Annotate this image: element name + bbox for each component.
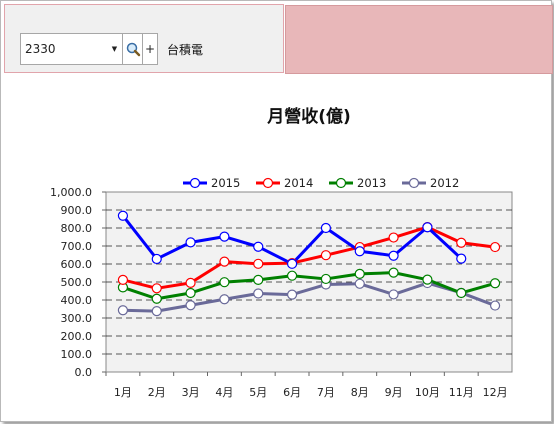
data-point-2012 — [354, 278, 365, 289]
chevron-down-icon[interactable]: ▼ — [107, 33, 123, 65]
data-point-2013 — [422, 274, 433, 285]
data-point-2014 — [489, 241, 501, 253]
data-point-2014 — [151, 283, 162, 294]
chart-title: 月營收(億) — [266, 106, 351, 127]
data-point-2013 — [489, 278, 501, 289]
data-point-2015 — [456, 253, 467, 264]
x-tick-label: 3月 — [182, 386, 200, 399]
data-point-2013 — [320, 273, 332, 285]
series-line-2013 — [122, 271, 496, 301]
data-point-2014 — [253, 258, 264, 269]
y-tick-label: 800.0 — [61, 222, 93, 235]
x-tick-label: 12月 — [483, 386, 508, 399]
legend-swatch-marker — [262, 177, 274, 189]
header-panel — [285, 5, 553, 74]
data-point-2013 — [185, 287, 196, 299]
data-point-2012 — [489, 300, 501, 311]
y-tick-label: 0.0 — [75, 366, 93, 379]
y-axis: 0.0 100.0 200.0 300.0 400.0 500.0 600.0 700.0 80… — [50, 186, 106, 379]
data-point-2012 — [286, 289, 298, 300]
data-point-2015 — [219, 231, 230, 242]
legend-swatch-marker — [189, 177, 201, 189]
x-tick-label: 8月 — [351, 386, 369, 399]
legend-label: 2013 — [357, 176, 386, 190]
x-tick-label: 11月 — [449, 386, 474, 399]
stock-toolbar: 2330 ▼ + 台積電 — [4, 4, 284, 73]
series-line-2012 — [122, 281, 496, 313]
x-tick-label: 6月 — [283, 386, 301, 399]
y-tick-label: 1,000.0 — [50, 186, 92, 199]
legend-swatch-marker — [408, 177, 420, 189]
data-point-2015 — [422, 222, 433, 233]
data-point-2012 — [117, 305, 129, 316]
y-tick-label: 400.0 — [61, 294, 93, 307]
y-tick-label: 300.0 — [61, 312, 93, 325]
data-point-2012 — [388, 289, 399, 300]
legend-label: 2012 — [430, 176, 459, 190]
data-point-2015 — [354, 246, 365, 257]
data-point-2013 — [354, 268, 365, 279]
data-point-2015 — [253, 241, 264, 252]
data-point-2012 — [253, 288, 264, 299]
data-point-2013 — [456, 287, 467, 299]
x-tick-label: 7月 — [317, 386, 335, 399]
y-tick-label: 100.0 — [61, 348, 93, 361]
data-point-2015 — [117, 210, 129, 221]
y-tick-label: 700.0 — [61, 240, 93, 253]
x-tick-label: 2月 — [148, 386, 166, 399]
series-line-2014 — [122, 225, 496, 290]
y-tick-label: 500.0 — [61, 276, 93, 289]
data-point-2015 — [320, 222, 332, 234]
data-point-2015 — [151, 253, 162, 265]
stock-name-label: 台積電 — [167, 43, 204, 57]
legend-label: 2014 — [284, 176, 313, 190]
x-axis: 1月 2月 3月 4月 5月 6月 7月 8月 9月 10月 11月 12月 — [105, 372, 508, 399]
x-tick-label: 10月 — [415, 386, 440, 399]
data-point-2013 — [388, 267, 399, 278]
data-point-2013 — [253, 274, 264, 285]
data-point-2013 — [286, 270, 298, 281]
plus-icon[interactable]: + — [143, 33, 158, 65]
x-tick-label: 4月 — [215, 386, 233, 399]
data-point-2015 — [286, 258, 298, 269]
series-points — [117, 210, 501, 317]
y-tick-label: 600.0 — [61, 258, 93, 271]
legend-label: 2015 — [211, 176, 240, 190]
data-point-2014 — [456, 237, 467, 248]
data-point-2013 — [219, 277, 230, 288]
top-bar: 2330 ▼ + 台積電 — [1, 1, 553, 76]
x-tick-label: 1月 — [114, 386, 132, 399]
y-tick-label: 200.0 — [61, 330, 93, 343]
data-point-2015 — [185, 237, 196, 248]
data-point-2014 — [388, 232, 399, 243]
data-point-2012 — [185, 300, 196, 311]
data-point-2012 — [219, 294, 230, 305]
x-tick-label: 9月 — [385, 386, 403, 399]
y-tick-label: 900.0 — [61, 204, 93, 217]
stock-code-input[interactable]: 2330 — [20, 33, 108, 65]
data-point-2015 — [388, 250, 399, 261]
data-point-2014 — [117, 274, 129, 285]
magnifier-icon[interactable] — [123, 33, 143, 65]
x-tick-label: 5月 — [249, 386, 267, 399]
data-point-2014 — [219, 256, 230, 267]
data-point-2013 — [151, 293, 162, 304]
data-point-2014 — [185, 277, 196, 288]
data-point-2012 — [151, 306, 162, 317]
legend-swatch-marker — [335, 177, 347, 189]
chart-legend: 2015 2014 2013 2012 — [183, 176, 459, 190]
data-point-2014 — [320, 250, 332, 261]
